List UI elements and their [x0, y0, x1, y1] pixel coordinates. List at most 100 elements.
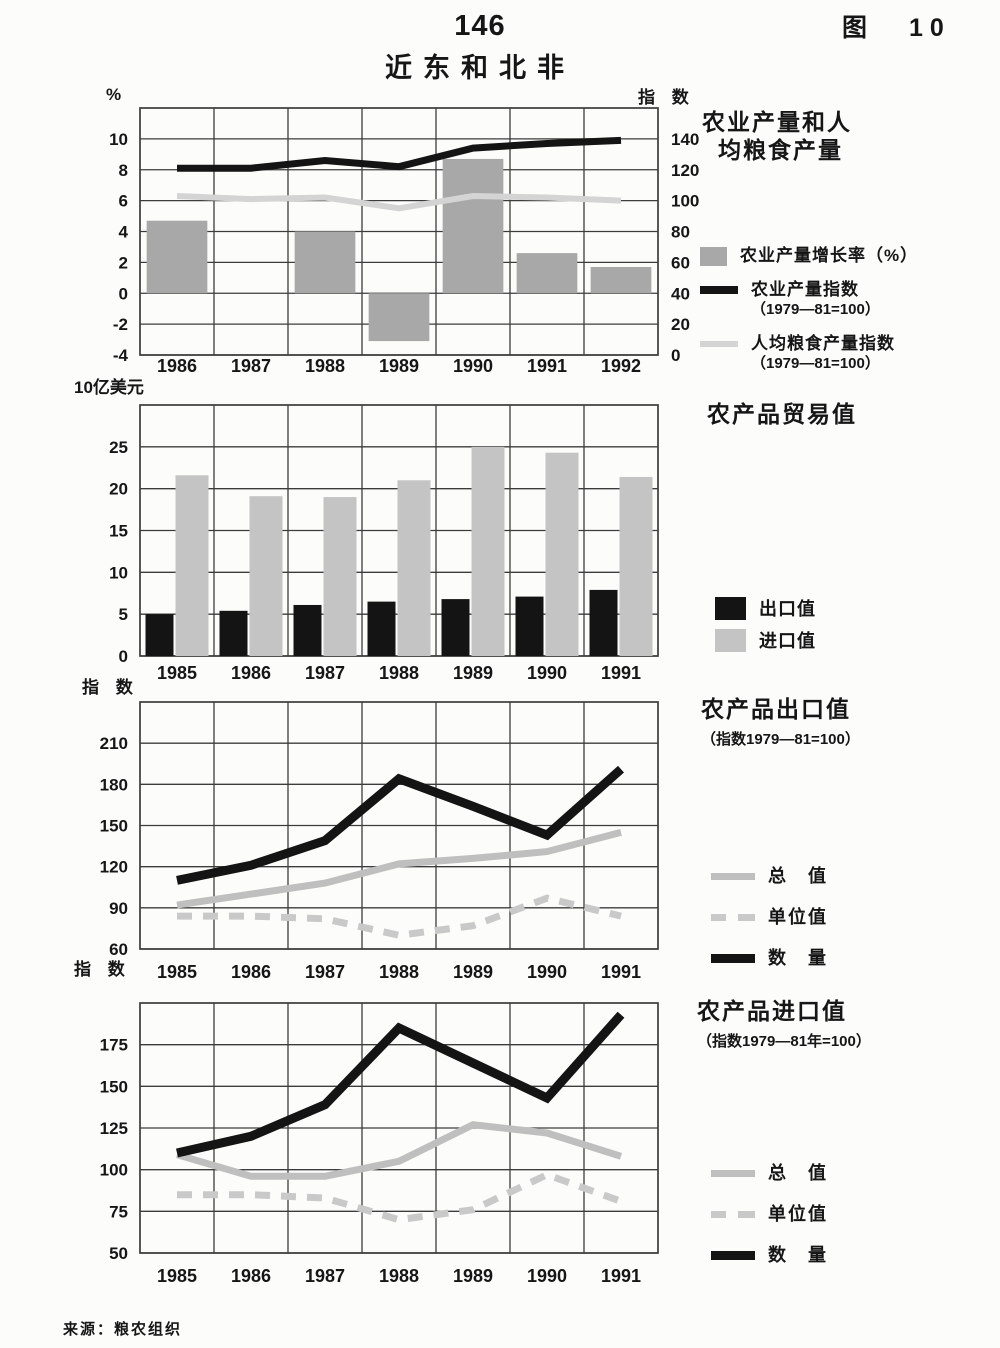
chart2-axis-unit: 10亿美元	[74, 378, 144, 397]
dashed-gray-line-swatch-icon	[711, 913, 755, 921]
svg-text:20: 20	[671, 315, 690, 334]
legend-item-total-value: 总 值	[711, 866, 991, 886]
svg-text:180: 180	[100, 775, 128, 794]
legend-item-growth-rate: 农业产量增长率（%）	[700, 246, 990, 266]
svg-text:10: 10	[109, 563, 128, 582]
gray-line-swatch-icon	[700, 341, 738, 347]
svg-text:100: 100	[671, 192, 699, 211]
legend-item-imports: 进口值	[715, 629, 995, 652]
svg-text:0: 0	[671, 346, 680, 365]
svg-text:25: 25	[109, 438, 128, 457]
svg-text:120: 120	[100, 858, 128, 877]
svg-text:1987: 1987	[305, 663, 345, 683]
svg-text:1986: 1986	[157, 356, 197, 376]
svg-text:1992: 1992	[601, 356, 641, 376]
chart4-legend: 总 值 单位值 数 量	[711, 1163, 991, 1286]
legend-item-production-index: 农业产量指数 （1979—81=100）	[700, 280, 990, 320]
svg-text:210: 210	[100, 734, 128, 753]
svg-text:5: 5	[119, 605, 128, 624]
svg-text:60: 60	[109, 940, 128, 959]
svg-text:40: 40	[671, 284, 690, 303]
legend-item-exports: 出口值	[715, 597, 995, 620]
svg-text:4: 4	[119, 223, 129, 242]
export-index-chart: 60 90 120 150 180 210 1985 1986 1987 1988 1989 1990…	[100, 701, 659, 982]
chart3-subtitle: （指数1979—81=100）	[701, 731, 860, 748]
chart3-title-block: 农产品出口值 （指数1979—81=100）	[701, 695, 991, 749]
svg-text:1985: 1985	[157, 663, 197, 683]
svg-text:1988: 1988	[379, 1266, 419, 1286]
svg-text:1990: 1990	[527, 1266, 567, 1286]
page-title: 近东和北非	[385, 53, 575, 83]
svg-text:90: 90	[109, 899, 128, 918]
svg-text:1986: 1986	[231, 663, 271, 683]
svg-text:8: 8	[119, 161, 128, 180]
svg-text:6: 6	[119, 192, 128, 211]
svg-text:1988: 1988	[379, 962, 419, 982]
svg-text:1987: 1987	[305, 962, 345, 982]
svg-text:1989: 1989	[453, 1266, 493, 1286]
chart3-axis-unit: 指 数	[82, 678, 139, 697]
svg-text:15: 15	[109, 522, 128, 541]
dashed-gray-line-swatch-icon	[711, 1210, 755, 1218]
svg-text:1991: 1991	[527, 356, 567, 376]
svg-text:1987: 1987	[231, 356, 271, 376]
legend-item-food-per-capita-index: 人均粮食产量指数 （1979—81=100）	[700, 334, 990, 374]
svg-text:125: 125	[100, 1119, 128, 1138]
svg-text:1990: 1990	[527, 663, 567, 683]
svg-text:1989: 1989	[379, 356, 419, 376]
legend-item-total-value: 总 值	[711, 1163, 991, 1183]
legend-item-quantity: 数 量	[711, 948, 991, 968]
legend-item-quantity: 数 量	[711, 1245, 991, 1265]
svg-text:1985: 1985	[157, 962, 197, 982]
chart4-title-block: 农产品进口值 （指数1979—81年=100）	[697, 997, 987, 1051]
svg-text:140: 140	[671, 130, 699, 149]
solid-black-line-swatch-icon	[711, 953, 755, 963]
svg-text:150: 150	[100, 817, 128, 836]
svg-text:20: 20	[109, 480, 128, 499]
svg-text:1989: 1989	[453, 962, 493, 982]
svg-text:120: 120	[671, 161, 699, 180]
svg-text:1986: 1986	[231, 1266, 271, 1286]
svg-text:100: 100	[100, 1161, 128, 1180]
svg-text:1987: 1987	[305, 1266, 345, 1286]
source-note: 来源：粮农组织	[63, 1321, 183, 1338]
black-line-swatch-icon	[700, 286, 738, 294]
solid-gray-line-swatch-icon	[711, 872, 755, 880]
svg-text:175: 175	[100, 1036, 128, 1055]
legend-item-unit-value: 单位值	[711, 907, 991, 927]
chart2-legend: 出口值 进口值	[715, 597, 995, 661]
chart4-title: 农产品进口值	[697, 998, 847, 1024]
svg-text:50: 50	[109, 1244, 128, 1263]
svg-text:-4: -4	[113, 346, 129, 365]
svg-text:0: 0	[119, 647, 128, 666]
figure-number: 10	[909, 14, 951, 42]
svg-text:1990: 1990	[527, 962, 567, 982]
figure-label: 图	[842, 14, 868, 42]
svg-text:80: 80	[671, 223, 690, 242]
page-number: 146	[454, 10, 506, 42]
chart3-legend: 总 值 单位值 数 量	[711, 866, 991, 989]
gray-bar-swatch-icon	[700, 246, 727, 266]
import-index-chart: 50 75 100 125 150 175 1985 1986 1987 1988 1989 1990…	[100, 1002, 659, 1286]
chart1-legend: 农业产量增长率（%） 农业产量指数 （1979—81=100） 人均粮食产量指数（…	[700, 246, 990, 388]
svg-text:60: 60	[671, 253, 690, 272]
legend-item-unit-value: 单位值	[711, 1204, 991, 1224]
svg-text:1985: 1985	[157, 1266, 197, 1286]
solid-gray-line-swatch-icon	[711, 1169, 755, 1177]
trade-value-chart: 0 5 10 15 20 25 1985 1986 1987 1988 1989 1990 1991	[109, 404, 659, 683]
svg-text:1991: 1991	[601, 663, 641, 683]
chart2-title: 农产品贸易值	[707, 401, 857, 427]
svg-text:1988: 1988	[379, 663, 419, 683]
svg-text:1986: 1986	[231, 962, 271, 982]
svg-text:1990: 1990	[453, 356, 493, 376]
chart3-title: 农产品出口值	[701, 696, 851, 722]
svg-text:-2: -2	[113, 315, 128, 334]
svg-text:10: 10	[109, 130, 128, 149]
svg-text:1991: 1991	[601, 1266, 641, 1286]
gray-box-swatch-icon	[715, 629, 746, 652]
chart1-title: 农业产量和人 均粮食产量	[702, 109, 852, 163]
chart4-subtitle: （指数1979—81年=100）	[697, 1033, 871, 1050]
svg-text:150: 150	[100, 1077, 128, 1096]
